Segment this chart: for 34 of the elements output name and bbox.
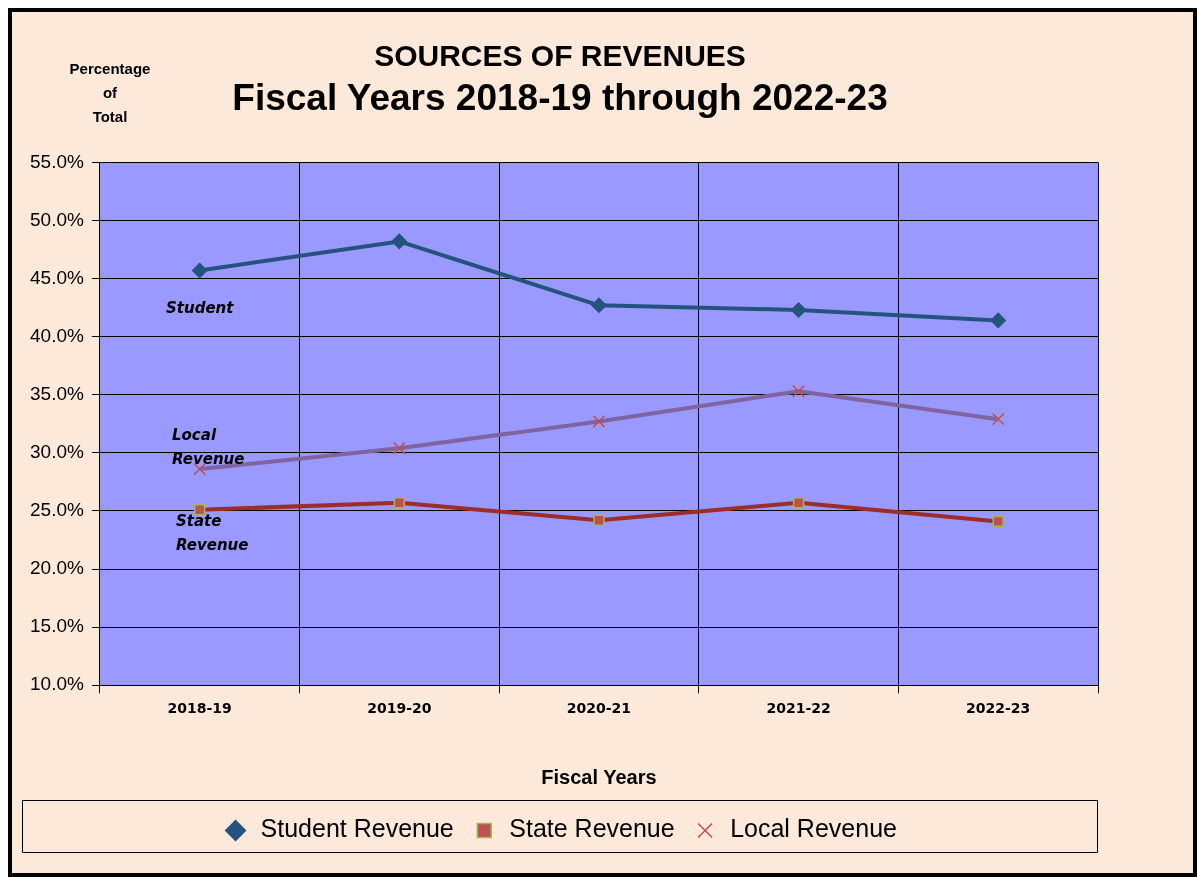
point bbox=[391, 233, 408, 250]
y-tick-label: 45.0% bbox=[30, 266, 84, 288]
legend-label: Local Revenue bbox=[730, 814, 897, 843]
y-tick-label: 20.0% bbox=[30, 557, 84, 579]
x-tick-label: 2018-19 bbox=[167, 700, 232, 717]
chart-title: SOURCES OF REVENUES bbox=[374, 39, 746, 73]
point bbox=[393, 497, 406, 509]
legend-label: Student Revenue bbox=[260, 814, 454, 843]
x-tick-label: 2020-21 bbox=[566, 700, 632, 717]
y-tick-label: 15.0% bbox=[30, 615, 84, 637]
y-tick-label: 55.0% bbox=[30, 150, 84, 172]
point bbox=[191, 262, 208, 279]
chart-subtitle: Fiscal Years 2018-19 through 2022-23 bbox=[232, 77, 888, 119]
annotation: Student bbox=[166, 298, 235, 317]
x-tick-label: 2019-20 bbox=[367, 700, 432, 717]
legend-label: State Revenue bbox=[509, 814, 675, 843]
annotation: State Revenue bbox=[176, 511, 249, 554]
y-tick-label: 50.0% bbox=[30, 208, 84, 230]
x-tick-label: 2021-22 bbox=[766, 700, 831, 717]
y-tick-label: 10.0% bbox=[30, 673, 84, 695]
point bbox=[790, 302, 807, 318]
point bbox=[992, 515, 1004, 528]
y-tick-label: 25.0% bbox=[30, 499, 84, 521]
point bbox=[990, 312, 1006, 329]
y-tick-label: 35.0% bbox=[30, 382, 84, 404]
point bbox=[792, 497, 805, 509]
y-tick-label: 40.0% bbox=[30, 324, 84, 346]
point bbox=[593, 514, 605, 526]
x-axis-title: Fiscal Years bbox=[541, 765, 657, 788]
y-axis-title: Percentage of Total bbox=[69, 60, 151, 126]
y-tick-label: 30.0% bbox=[30, 441, 84, 463]
point bbox=[591, 297, 607, 314]
annotation: Local Revenue bbox=[172, 425, 245, 468]
x-tick-label: 2022-23 bbox=[966, 700, 1031, 717]
